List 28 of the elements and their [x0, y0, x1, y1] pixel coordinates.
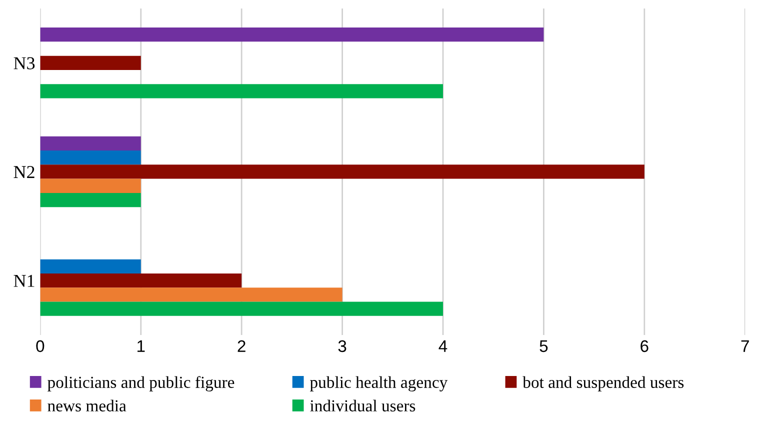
bar — [40, 136, 141, 150]
bar — [40, 178, 141, 193]
x-tick-label: 2 — [238, 340, 246, 352]
bar — [40, 56, 141, 70]
bar — [40, 164, 644, 179]
y-tick-label: N1 — [14, 274, 34, 287]
legend-label: news media — [48, 400, 126, 412]
x-tick-label: 4 — [438, 340, 448, 352]
y-tick-label: N3 — [14, 57, 35, 70]
legend-label: public health agency — [310, 376, 448, 392]
legend-label: bot and suspended users — [522, 376, 684, 392]
y-tick-label: N2 — [14, 166, 34, 178]
bar — [40, 84, 443, 98]
bar — [40, 150, 141, 165]
x-tick-label: 1 — [138, 340, 145, 352]
bar — [40, 192, 141, 208]
legend-label: politicians and public figure — [48, 376, 234, 392]
bar — [40, 288, 342, 302]
x-tick-label: 3 — [338, 340, 346, 352]
bar — [40, 273, 242, 288]
x-tick-label: 0 — [36, 340, 44, 352]
bar — [40, 259, 141, 274]
bar — [40, 28, 544, 42]
x-tick-label: 6 — [640, 340, 648, 352]
x-tick-label: 7 — [741, 340, 749, 352]
legend-label: individual users — [310, 400, 416, 412]
x-tick-label: 5 — [540, 340, 548, 352]
bar — [40, 302, 443, 316]
